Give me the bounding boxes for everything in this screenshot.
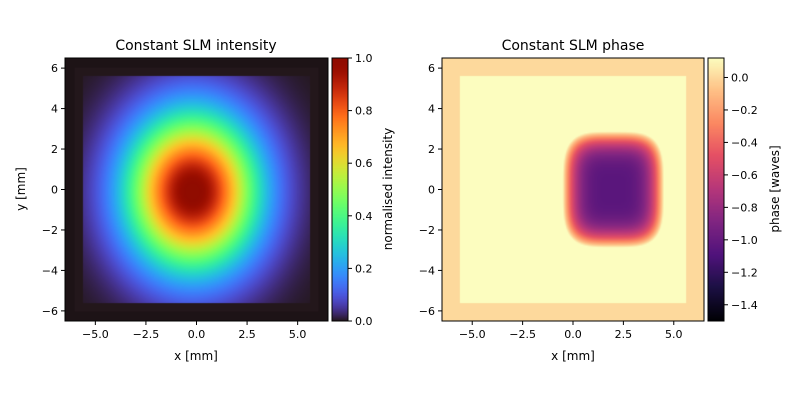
intensity-colorbar-tick-label: 1.0 [355, 52, 373, 65]
intensity-colorbar-tick-label: 0.4 [355, 210, 373, 223]
phase-colorbar-frame [707, 57, 725, 322]
phase-colorbar-tick-label: −1.4 [731, 299, 758, 312]
intensity-heatmap [65, 58, 328, 321]
phase-colorbar-tick-label: −0.6 [731, 169, 758, 182]
intensity-y-tick-label: −2 [42, 224, 58, 237]
intensity-x-label: x [mm] [174, 349, 218, 363]
intensity-y-tick-label: 2 [51, 143, 58, 156]
intensity-panel: Constant SLM intensity −5.0 −2.5 0.0 2.5 5.0… [14, 38, 395, 363]
intensity-x-tick-label: −2.5 [133, 328, 160, 341]
phase-x-tick-label: 0.0 [564, 328, 582, 341]
phase-colorbar-tick-label: 0.0 [731, 71, 749, 84]
intensity-y-label: y [mm] [14, 167, 28, 211]
phase-panel: Constant SLM phase −5.0 −2.5 0.0 2.5 5.0 −6−… [419, 38, 782, 363]
intensity-x-tick-label: −5.0 [82, 328, 109, 341]
intensity-x-tick-label: 0.0 [188, 328, 206, 341]
phase-title: Constant SLM phase [502, 38, 645, 54]
intensity-y-ticks: −6 −4 −2 0 2 4 6 [42, 62, 65, 318]
phase-y-ticks: −6 −4 −2 0 2 4 6 [419, 62, 442, 318]
intensity-colorbar-tick-label: 0.0 [355, 315, 373, 328]
phase-y-tick-label: −4 [419, 264, 435, 277]
phase-y-tick-label: −6 [419, 305, 435, 318]
intensity-colorbar-ticks: 0.0 0.2 0.4 0.6 0.8 1.0 [348, 52, 373, 328]
intensity-x-tick-label: 2.5 [238, 328, 256, 341]
phase-x-tick-label: 5.0 [665, 328, 683, 341]
phase-colorbar-tick-label: −0.8 [731, 201, 758, 214]
intensity-colorbar-label: normalised intensity [381, 128, 395, 250]
phase-y-tick-label: 2 [428, 143, 435, 156]
phase-y-tick-label: 6 [428, 62, 435, 75]
phase-y-tick-label: 0 [428, 184, 435, 197]
intensity-colorbar-tick-label: 0.8 [355, 105, 373, 118]
intensity-x-ticks: −5.0 −2.5 0.0 2.5 5.0 [82, 321, 306, 341]
phase-x-ticks: −5.0 −2.5 0.0 2.5 5.0 [459, 321, 683, 341]
phase-y-tick-label: 4 [428, 103, 435, 116]
intensity-y-tick-label: −4 [42, 264, 58, 277]
intensity-y-tick-label: 6 [51, 62, 58, 75]
phase-x-label: x [mm] [551, 349, 595, 363]
phase-colorbar-ticks: −1.4 −1.2 −1.0 −0.8 −0.6 −0.4 −0.2 0.0 [724, 71, 758, 312]
phase-x-tick-label: −5.0 [459, 328, 486, 341]
intensity-title: Constant SLM intensity [115, 38, 276, 54]
intensity-x-tick-label: 5.0 [289, 328, 307, 341]
phase-colorbar-tick-label: −1.0 [731, 234, 758, 247]
phase-colorbar-tick-label: −1.2 [731, 266, 758, 279]
phase-colorbar-label: phase [waves] [768, 145, 782, 232]
intensity-y-tick-label: 4 [51, 103, 58, 116]
phase-x-tick-label: −2.5 [509, 328, 536, 341]
phase-colorbar-tick-label: −0.4 [731, 136, 758, 149]
phase-colorbar [708, 58, 724, 321]
phase-y-tick-label: −2 [419, 224, 435, 237]
phase-colorbar-tick-label: −0.2 [731, 104, 758, 117]
intensity-y-tick-label: 0 [51, 184, 58, 197]
intensity-colorbar-tick-label: 0.2 [355, 262, 373, 275]
intensity-colorbar-frame [331, 57, 349, 322]
intensity-y-tick-label: −6 [42, 305, 58, 318]
phase-heatmap [442, 58, 704, 321]
phase-x-tick-label: 2.5 [615, 328, 633, 341]
intensity-colorbar-tick-label: 0.6 [355, 157, 373, 170]
intensity-colorbar [332, 58, 348, 321]
